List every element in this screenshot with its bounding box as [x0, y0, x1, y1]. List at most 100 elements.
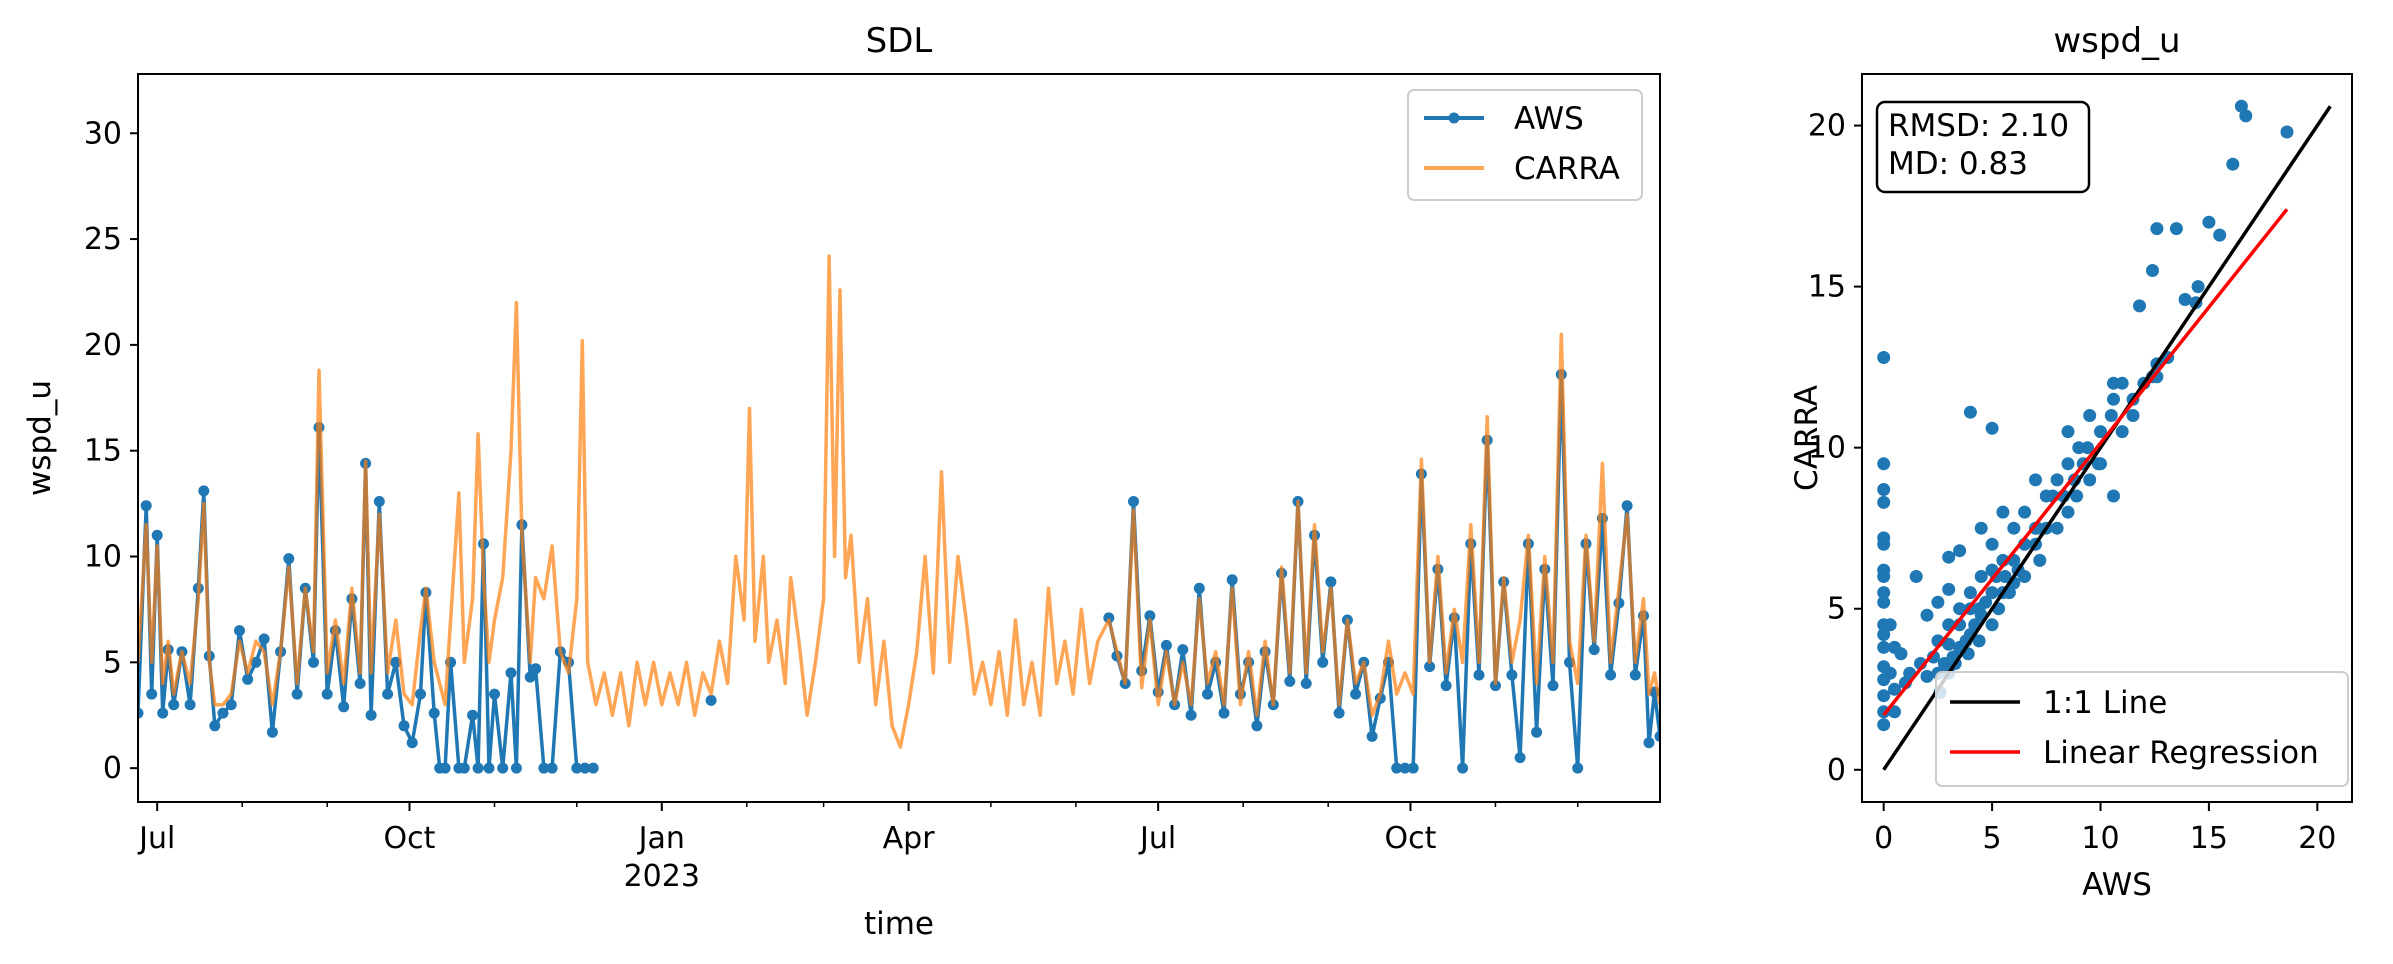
legend-one-to-one-label: 1:1 Line	[2043, 685, 2167, 721]
scatter-point	[1888, 682, 1901, 696]
aws-point	[1144, 610, 1156, 622]
aws-point	[1317, 656, 1329, 668]
aws-point	[283, 553, 295, 565]
aws-point	[198, 485, 210, 497]
aws-point	[1300, 678, 1312, 689]
aws-point	[291, 688, 303, 700]
aws-point	[428, 707, 440, 719]
aws-point	[1440, 680, 1452, 692]
stats-rmsd: RMSD: 2.10	[1888, 108, 2069, 144]
aws-point	[1514, 752, 1526, 764]
scatter-point	[1909, 570, 1923, 583]
scatter-point	[2226, 157, 2240, 171]
scatter-point	[1953, 544, 1967, 558]
aws-point	[439, 762, 451, 774]
stats-frame	[1875, 100, 2091, 194]
ts-xtick-label: Jan	[637, 821, 685, 856]
scatter-point	[1894, 647, 1908, 661]
aws-point	[579, 762, 591, 774]
aws-point	[472, 762, 484, 774]
timeseries-ylabel: wspd_u	[22, 380, 58, 496]
scatter-point	[1877, 640, 1891, 654]
scatter-point	[2107, 392, 2120, 406]
scatter-point	[2007, 521, 2021, 535]
sc-xtick-label: 10	[2081, 821, 2119, 856]
aws-point	[250, 656, 262, 668]
aws-point	[1399, 762, 1411, 774]
timeseries-xlabel: time	[864, 906, 934, 942]
scatter-point	[2104, 409, 2118, 422]
aws-point	[458, 762, 470, 774]
scatter-point	[2083, 409, 2097, 422]
aws-point	[1160, 639, 1172, 651]
scatter-point	[1888, 705, 1901, 719]
legend-aws-marker	[1448, 112, 1460, 124]
scatter-point	[1877, 718, 1891, 732]
aws-point	[524, 671, 536, 683]
sc-xtick-label: 5	[1983, 821, 2002, 856]
aws-point	[1333, 707, 1345, 719]
scatter-point	[1963, 405, 1977, 419]
scatter-point	[1974, 521, 1988, 535]
aws-point	[1350, 688, 1362, 700]
scatter-point	[2070, 489, 2084, 503]
scatter-point	[2107, 489, 2120, 503]
scatter-point	[1996, 505, 2010, 519]
scatter-point	[2050, 473, 2064, 487]
scatter-point	[1979, 595, 1993, 609]
scatter-point	[1985, 421, 1999, 435]
ts-xtick-label: Apr	[883, 821, 936, 856]
scatter-point	[2202, 215, 2216, 229]
ts-xtick-year: 2023	[624, 859, 700, 894]
aws-point	[1366, 730, 1378, 742]
carra-series-line	[138, 254, 1660, 749]
scatter-point	[2018, 505, 2032, 519]
regression-line	[1882, 208, 2289, 717]
aws-point	[406, 737, 418, 749]
aws-point	[1473, 669, 1485, 681]
scatter-point	[1883, 618, 1897, 632]
scatter-plot-area	[1861, 73, 2353, 803]
sc-ytick-label: 0	[1827, 753, 1846, 788]
scatter-point	[1877, 457, 1891, 471]
scatter-point	[2081, 441, 2094, 455]
aws-point	[138, 707, 144, 719]
aws-point	[1506, 669, 1518, 681]
legend-regression-label: Linear Regression	[2043, 735, 2319, 771]
scatter-point	[2146, 264, 2159, 277]
scatter-point	[2083, 473, 2097, 487]
scatter-point	[2280, 125, 2294, 139]
aws-point	[321, 688, 333, 700]
aws-point	[168, 699, 180, 711]
scatter-point	[2239, 109, 2253, 123]
scatter-point	[1877, 628, 1891, 641]
ts-xtick-label: Jul	[1138, 821, 1176, 856]
aws-point	[140, 500, 152, 512]
ts-ytick-label: 10	[84, 540, 122, 575]
scatter-point	[1877, 483, 1891, 496]
scatter-point	[1974, 570, 1988, 583]
ts-ytick-label: 5	[103, 645, 122, 680]
scatter-point	[2115, 425, 2129, 439]
aws-point	[258, 633, 270, 645]
scatter-point	[1953, 602, 1967, 616]
aws-point	[308, 656, 319, 668]
scatter-point	[2061, 425, 2075, 439]
aws-point	[489, 688, 500, 700]
aws-point	[1251, 720, 1263, 732]
legend-carra-label: CARRA	[1514, 151, 1620, 187]
scatter-point	[2094, 457, 2107, 471]
aws-point	[1588, 644, 1600, 656]
ts-ytick-label: 25	[84, 222, 122, 257]
scatter-point	[1920, 669, 1934, 683]
scatter-point	[2115, 376, 2129, 390]
aws-point	[151, 529, 163, 541]
aws-point	[1185, 709, 1197, 721]
aws-point	[1654, 730, 1660, 742]
aws-point	[483, 762, 495, 774]
aws-point	[415, 688, 426, 700]
one-to-one-line	[1882, 105, 2332, 771]
scatter-point	[2213, 228, 2227, 242]
timeseries-plot-area	[137, 73, 1661, 803]
